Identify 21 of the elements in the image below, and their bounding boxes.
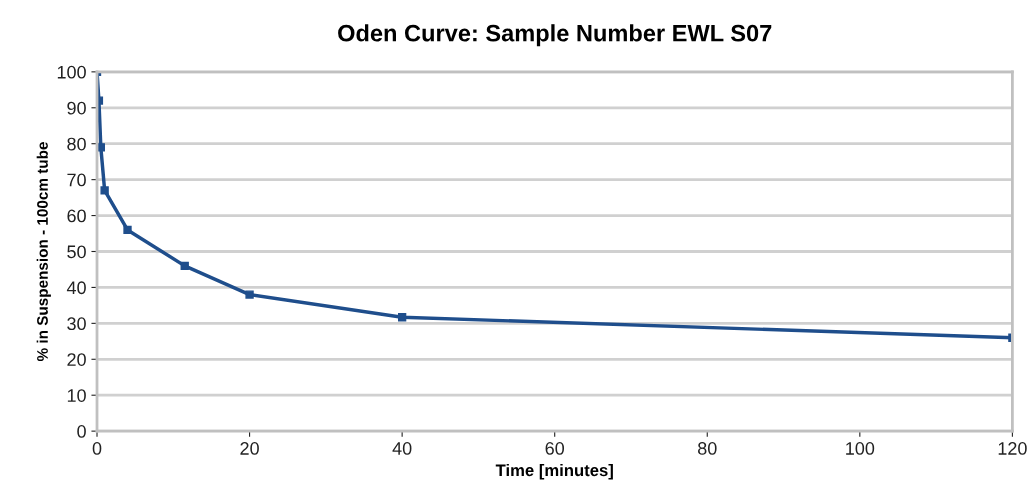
- y-tick-label: 100: [57, 65, 86, 79]
- x-tick-label: 80: [698, 442, 717, 455]
- x-tick-label: 0: [92, 442, 102, 455]
- x-tick-label: 20: [240, 442, 259, 455]
- y-tick-label: 90: [67, 101, 86, 115]
- y-tick-label: 10: [67, 389, 86, 402]
- x-axis-title: Time [minutes]: [495, 463, 613, 480]
- y-tick-label: 70: [67, 173, 86, 187]
- y-tick-label: 60: [67, 209, 86, 223]
- x-tick-label: 40: [392, 442, 412, 455]
- chart-title: Oden Curve: Sample Number EWL S07: [338, 24, 772, 47]
- x-tick-label: 120: [998, 442, 1027, 455]
- y-tick-label: 20: [67, 353, 86, 366]
- y-tick-label: 50: [67, 245, 86, 259]
- y-axis-title: % in Suspension - 100cm tube: [36, 142, 51, 362]
- x-tick-label: 60: [545, 442, 565, 455]
- x-tick-label: 100: [846, 442, 875, 455]
- y-tick-label: 80: [67, 137, 86, 151]
- y-tick-label: 30: [67, 317, 86, 331]
- y-tick-label: 0: [77, 425, 86, 438]
- y-tick-label: 40: [66, 281, 86, 295]
